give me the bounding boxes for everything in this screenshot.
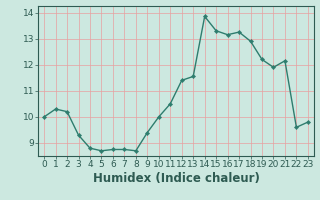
X-axis label: Humidex (Indice chaleur): Humidex (Indice chaleur) [92,172,260,185]
